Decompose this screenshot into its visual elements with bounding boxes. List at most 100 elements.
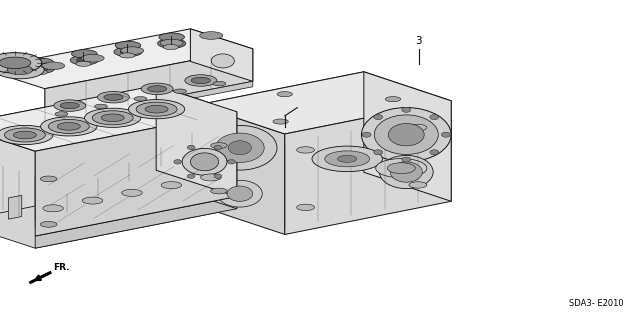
Ellipse shape [200, 174, 221, 181]
Ellipse shape [28, 58, 54, 66]
Ellipse shape [297, 147, 315, 153]
Ellipse shape [77, 58, 92, 63]
Ellipse shape [297, 204, 315, 211]
Polygon shape [191, 29, 253, 81]
Ellipse shape [161, 182, 182, 189]
Polygon shape [35, 112, 237, 236]
Polygon shape [35, 197, 237, 248]
Ellipse shape [4, 128, 45, 142]
Ellipse shape [218, 180, 262, 207]
Ellipse shape [122, 189, 142, 197]
Ellipse shape [55, 112, 68, 116]
Ellipse shape [203, 125, 277, 170]
Ellipse shape [191, 153, 219, 171]
Ellipse shape [228, 141, 252, 155]
Ellipse shape [134, 97, 147, 101]
Ellipse shape [211, 143, 227, 148]
Ellipse shape [129, 100, 185, 119]
Ellipse shape [442, 132, 451, 137]
Polygon shape [197, 72, 364, 205]
Ellipse shape [211, 188, 227, 194]
Ellipse shape [325, 151, 370, 167]
Polygon shape [156, 85, 237, 197]
Ellipse shape [164, 41, 179, 46]
Ellipse shape [70, 56, 99, 65]
Ellipse shape [430, 150, 439, 155]
Ellipse shape [185, 75, 217, 86]
Ellipse shape [97, 92, 129, 103]
Ellipse shape [49, 119, 90, 133]
Ellipse shape [362, 108, 451, 162]
Polygon shape [0, 85, 237, 151]
Polygon shape [45, 49, 253, 121]
Polygon shape [0, 125, 35, 236]
Text: SDA3- E2010: SDA3- E2010 [570, 299, 624, 308]
Ellipse shape [227, 186, 253, 201]
Ellipse shape [121, 47, 144, 55]
Ellipse shape [120, 53, 135, 58]
Ellipse shape [409, 124, 427, 131]
Ellipse shape [188, 174, 195, 178]
Ellipse shape [120, 49, 136, 54]
Polygon shape [285, 101, 451, 234]
Polygon shape [8, 195, 22, 219]
Ellipse shape [182, 148, 227, 175]
Ellipse shape [0, 125, 53, 145]
Ellipse shape [191, 77, 211, 84]
Ellipse shape [211, 54, 234, 68]
Ellipse shape [81, 54, 104, 62]
Ellipse shape [43, 205, 63, 212]
Ellipse shape [362, 132, 371, 137]
Text: 3: 3 [415, 36, 422, 46]
Ellipse shape [27, 64, 55, 73]
Ellipse shape [95, 104, 108, 108]
Ellipse shape [83, 197, 103, 204]
Ellipse shape [213, 81, 226, 86]
Ellipse shape [376, 159, 427, 178]
Ellipse shape [409, 182, 427, 188]
Ellipse shape [374, 150, 383, 155]
Ellipse shape [60, 102, 79, 109]
Ellipse shape [387, 163, 415, 174]
Ellipse shape [42, 62, 65, 70]
Ellipse shape [214, 174, 222, 178]
Polygon shape [364, 72, 451, 201]
Ellipse shape [277, 92, 292, 97]
Ellipse shape [33, 66, 49, 71]
Ellipse shape [380, 155, 433, 189]
Ellipse shape [41, 117, 97, 136]
Ellipse shape [114, 47, 142, 57]
Polygon shape [0, 85, 156, 210]
Polygon shape [197, 105, 285, 234]
Ellipse shape [200, 32, 223, 39]
Ellipse shape [385, 97, 401, 102]
Ellipse shape [0, 61, 44, 79]
Ellipse shape [312, 146, 383, 172]
Ellipse shape [101, 114, 124, 122]
Ellipse shape [173, 89, 186, 93]
Ellipse shape [188, 145, 195, 150]
Ellipse shape [374, 115, 438, 154]
Polygon shape [45, 81, 253, 127]
Ellipse shape [0, 53, 42, 73]
Ellipse shape [7, 65, 33, 75]
Ellipse shape [160, 39, 183, 47]
Ellipse shape [136, 102, 177, 116]
Ellipse shape [40, 221, 57, 227]
Ellipse shape [104, 94, 123, 100]
Ellipse shape [157, 39, 186, 48]
Ellipse shape [390, 162, 422, 182]
Ellipse shape [54, 100, 86, 111]
Ellipse shape [273, 119, 289, 124]
Ellipse shape [228, 160, 236, 164]
Ellipse shape [163, 44, 179, 49]
Ellipse shape [0, 57, 31, 69]
Ellipse shape [374, 115, 383, 120]
Text: 2: 2 [248, 95, 254, 105]
Ellipse shape [32, 70, 47, 75]
Ellipse shape [338, 155, 357, 162]
Polygon shape [156, 170, 237, 209]
Ellipse shape [40, 176, 57, 182]
Ellipse shape [216, 133, 264, 162]
Ellipse shape [214, 145, 222, 150]
